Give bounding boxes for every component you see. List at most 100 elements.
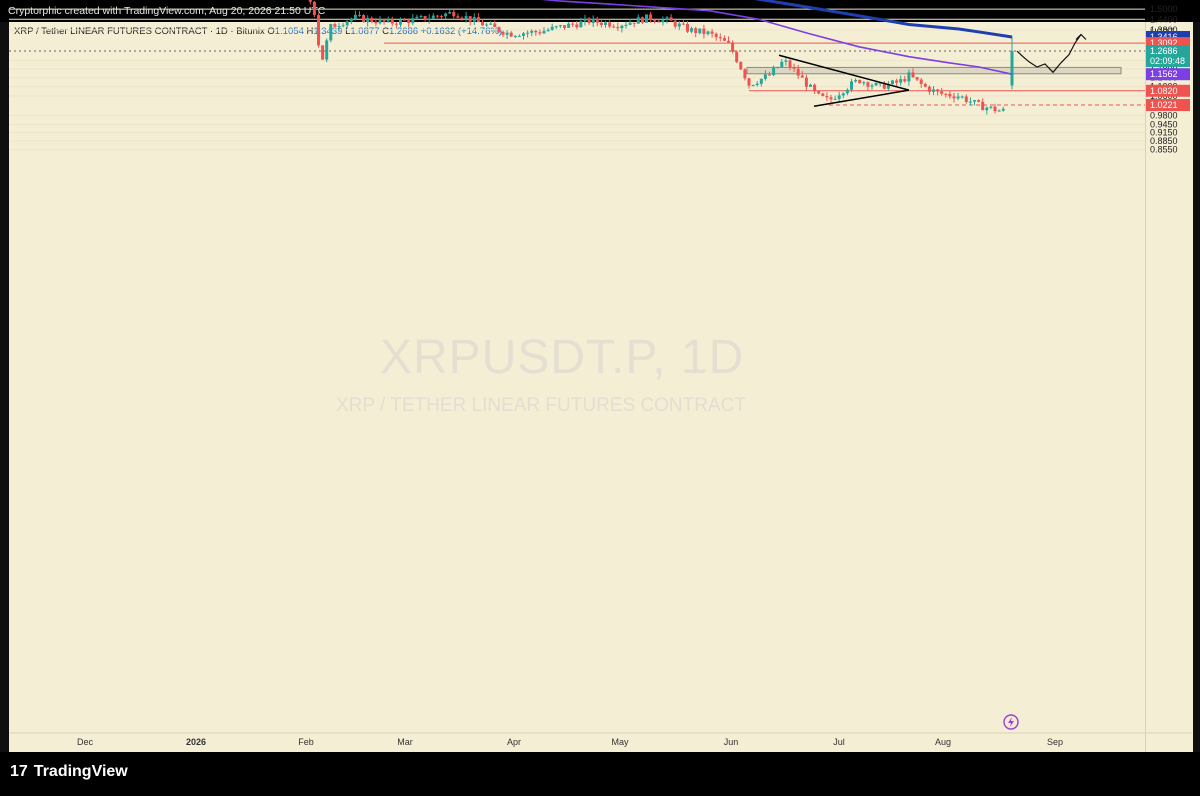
candle-body: [784, 60, 788, 62]
candle-body: [382, 19, 386, 22]
projection-arrowhead: [1075, 33, 1087, 40]
candle-body: [661, 19, 665, 23]
candle-body: [612, 26, 616, 28]
candle-body: [886, 83, 890, 89]
candle-body: [526, 32, 530, 34]
price-label: 1.0820: [1150, 86, 1178, 96]
x-tick-label: Jul: [833, 737, 845, 747]
candle-body: [735, 51, 739, 63]
candle-body: [722, 38, 726, 41]
supply-zone: [746, 66, 1122, 75]
y-tick-label: 0.9800: [1150, 111, 1178, 121]
candle-body: [718, 37, 722, 39]
candle-body: [763, 74, 767, 79]
candle-body: [895, 80, 899, 83]
ohlc-legend: XRP / Tether LINEAR FUTURES CONTRACT · 1…: [14, 26, 502, 37]
candle-body: [497, 27, 501, 32]
candle-body: [874, 82, 878, 86]
candle-body: [755, 83, 759, 85]
candle-body: [948, 93, 952, 97]
candle-body: [862, 82, 866, 84]
candle-body: [903, 79, 907, 82]
open-label: O: [267, 26, 275, 37]
triangle-upper-line: [778, 54, 910, 91]
candle-body: [599, 22, 603, 25]
candle-body: [813, 84, 817, 91]
price-label-box: [1146, 84, 1190, 97]
x-tick-label: 2026: [186, 737, 206, 747]
high-label: H: [306, 26, 314, 37]
candle-body: [899, 79, 903, 83]
chart-frame: [9, 22, 1145, 752]
candle-body: [710, 31, 714, 34]
candle-body: [985, 107, 989, 111]
candle-body: [731, 42, 735, 52]
price-label: 1.3092: [1150, 38, 1178, 48]
candle-body: [399, 19, 402, 25]
candle-body: [936, 89, 940, 92]
y-tick-label: 1.3800: [1150, 25, 1178, 35]
x-tick-label: May: [611, 737, 629, 747]
candle-body: [448, 12, 452, 14]
candle-body: [977, 100, 981, 102]
candle-body: [649, 14, 653, 20]
candle-body: [632, 22, 636, 24]
candle-body: [833, 98, 837, 100]
candle-body: [411, 18, 415, 24]
low-label: L: [345, 26, 351, 37]
candle-body: [706, 31, 710, 35]
candle-body: [841, 93, 845, 96]
candle-body: [940, 91, 944, 94]
header-bar: Cryptorphic created with TradingView.com…: [0, 0, 1200, 22]
candle-body: [780, 61, 784, 67]
candle-body: [604, 22, 607, 25]
candle-body: [587, 18, 591, 24]
candle-body: [308, 0, 312, 2]
candle-body: [460, 17, 464, 19]
candle-body: [505, 32, 509, 35]
candle-body: [362, 15, 366, 23]
candle-body: [665, 17, 669, 20]
candle-body: [768, 74, 771, 76]
candle-body: [534, 30, 538, 33]
price-label: 1.3416: [1150, 32, 1178, 42]
candle-body: [554, 26, 558, 28]
candle-body: [472, 17, 476, 22]
candle-body: [337, 26, 341, 28]
candle-body: [800, 75, 804, 78]
candle-body: [440, 15, 443, 17]
candle-body: [476, 17, 480, 23]
candle-body: [312, 1, 316, 16]
candle-body: [952, 96, 956, 99]
candle-body: [571, 23, 575, 25]
candle-body: [690, 28, 694, 32]
candle-body: [415, 16, 419, 19]
x-tick-label: Mar: [397, 737, 413, 747]
candle-body: [792, 67, 796, 69]
candle-body: [407, 20, 411, 24]
candle-body: [558, 25, 562, 27]
candle-body: [485, 24, 489, 26]
candle-body: [919, 79, 923, 84]
candle-body: [616, 27, 620, 29]
candle-body: [932, 89, 935, 92]
candle-body: [583, 18, 587, 22]
x-tick-label: Jun: [724, 737, 739, 747]
candle-body: [575, 24, 579, 28]
candle-body: [989, 106, 993, 108]
candle-body: [956, 96, 960, 99]
candle-body: [911, 72, 915, 78]
watermark-symbol: XRPUSDT.P, 1D: [380, 331, 745, 384]
watermark-name: XRP / TETHER LINEAR FUTURES CONTRACT: [336, 395, 746, 416]
x-tick-label: Feb: [298, 737, 314, 747]
candle-body: [825, 95, 829, 98]
lightning-bolt-icon: [1008, 717, 1014, 727]
candle-body: [866, 82, 870, 87]
price-label: 1.0221: [1150, 100, 1178, 110]
triangle-lower-line: [813, 89, 910, 108]
symbol-label: XRP / Tether LINEAR FUTURES CONTRACT · 1…: [14, 26, 265, 37]
candle-body: [550, 26, 554, 30]
candle-body: [669, 17, 673, 21]
candle-body: [567, 23, 571, 28]
